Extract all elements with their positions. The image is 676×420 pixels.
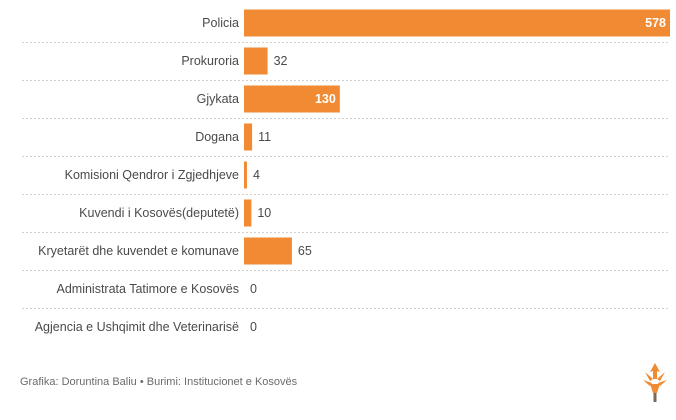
bar [244, 47, 268, 75]
value-label: 10 [257, 206, 271, 220]
bar [244, 161, 247, 189]
source-credit: Grafika: Doruntina Baliu • Burimi: Insti… [20, 376, 298, 388]
bar [244, 123, 253, 151]
bar [244, 237, 292, 265]
value-label: 11 [258, 130, 271, 144]
torch-logo-icon [643, 363, 667, 402]
category-label: Policia [202, 16, 239, 30]
value-label: 578 [645, 16, 666, 30]
value-label: 0 [250, 320, 257, 334]
value-label: 32 [274, 54, 288, 68]
category-label: Agjencia e Ushqimit dhe Veterinarisë [35, 320, 239, 334]
category-label: Gjykata [197, 92, 239, 106]
category-label: Kuvendi i Kosovës(deputetë) [79, 206, 239, 220]
category-label: Dogana [195, 130, 239, 144]
category-label: Komisioni Qendror i Zgjedhjeve [65, 168, 239, 182]
value-label: 130 [315, 92, 336, 106]
bar [244, 9, 670, 37]
bar-chart: Policia 578 Prokuroria 32 Gjykata 130 Dogana 11… [22, 9, 670, 334]
bar [244, 85, 340, 113]
category-label: Kryetarët dhe kuvendet e komunave [38, 244, 239, 258]
value-label: 0 [250, 282, 257, 296]
category-label: Administrata Tatimore e Kosovës [57, 282, 240, 296]
bar [244, 199, 252, 227]
category-label: Prokuroria [181, 54, 239, 68]
value-label: 65 [298, 244, 312, 258]
value-label: 4 [253, 168, 260, 182]
